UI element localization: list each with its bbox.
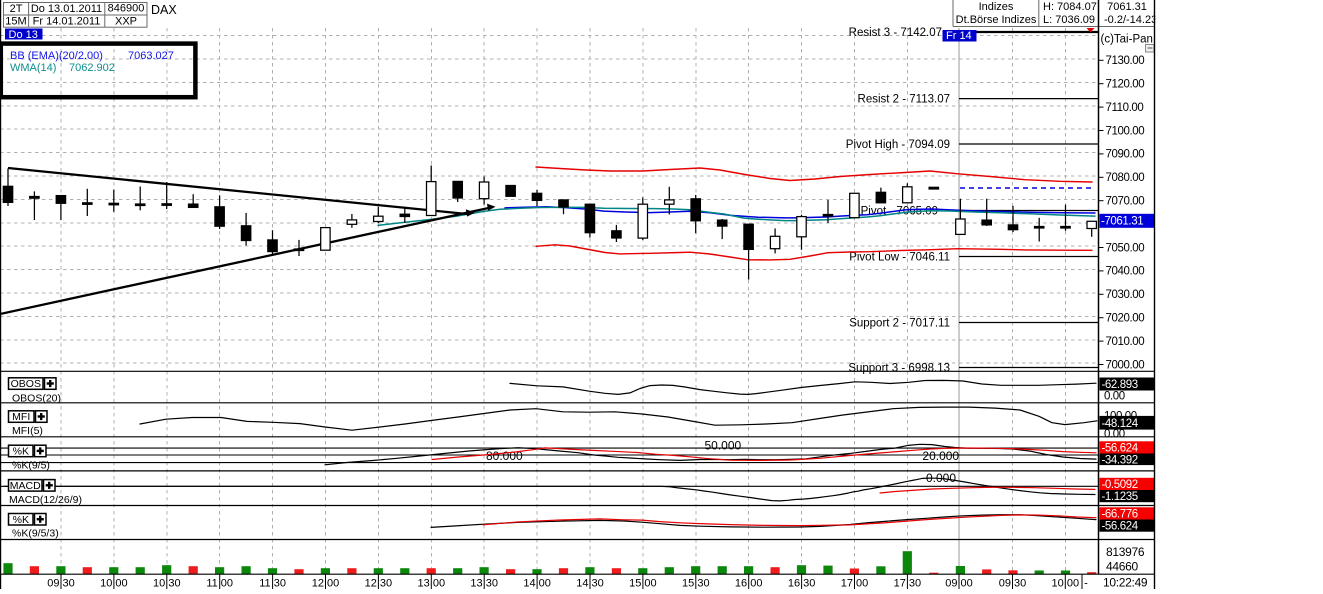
svg-text:20.000: 20.000 (922, 449, 959, 463)
svg-text:Resist 3 - 7142.07: Resist 3 - 7142.07 (849, 27, 942, 39)
svg-text:-0.5092: -0.5092 (1102, 479, 1138, 491)
svg-text:2T: 2T (10, 3, 23, 15)
svg-text:DAX: DAX (151, 3, 177, 17)
svg-text:813976: 813976 (1106, 545, 1145, 559)
svg-text:0.00: 0.00 (1104, 429, 1125, 441)
svg-text:Support 3 - 6998.13: Support 3 - 6998.13 (848, 363, 950, 375)
svg-text:10 00: 10 00 (1052, 578, 1080, 590)
svg-text:MACD(12/26/9): MACD(12/26/9) (9, 494, 82, 506)
svg-text:7100.00: 7100.00 (1106, 125, 1145, 137)
svg-text:15 30: 15 30 (682, 578, 710, 590)
svg-text:10 30: 10 30 (153, 578, 181, 590)
svg-text:0.00: 0.00 (1104, 391, 1125, 403)
svg-text:-48.124: -48.124 (1102, 418, 1139, 430)
svg-text:OBOS: OBOS (11, 378, 41, 390)
svg-text:-7061.31: -7061.31 (1101, 216, 1143, 228)
svg-text:L: 7036.09: L: 7036.09 (1043, 14, 1095, 26)
svg-text:%K(9/5/3): %K(9/5/3) (12, 527, 59, 539)
svg-text:0.000: 0.000 (926, 471, 956, 485)
svg-text:%K(9/5): %K(9/5) (12, 459, 50, 471)
svg-text:7020.00: 7020.00 (1106, 313, 1145, 325)
svg-text:Indizes: Indizes (979, 1, 1014, 13)
svg-text:BB (EMA)(20/2.00): BB (EMA)(20/2.00) (10, 50, 103, 62)
svg-text:7110.00: 7110.00 (1106, 102, 1144, 114)
svg-text:09 30: 09 30 (47, 578, 75, 590)
svg-text:13 30: 13 30 (470, 578, 498, 590)
svg-text:Resist 2 - 7113.07: Resist 2 - 7113.07 (858, 94, 950, 106)
svg-text:WMA(14): WMA(14) (10, 62, 56, 74)
svg-text:7000.00: 7000.00 (1106, 359, 1145, 371)
svg-text:(c)Tai-Pan: (c)Tai-Pan (1101, 34, 1153, 46)
svg-text:Dt.Börse Indizes: Dt.Börse Indizes (956, 14, 1037, 26)
svg-text:80.000: 80.000 (486, 449, 523, 463)
svg-text:-62.893: -62.893 (1102, 379, 1138, 391)
svg-text:12 00: 12 00 (312, 578, 340, 590)
svg-text:10 00: 10 00 (100, 578, 128, 590)
svg-text:-66.776: -66.776 (1102, 508, 1138, 520)
svg-text:09 00: 09 00 (945, 578, 973, 590)
svg-text:11 30: 11 30 (259, 578, 286, 590)
svg-text:7070.00: 7070.00 (1106, 196, 1145, 208)
svg-text:-34.392: -34.392 (1102, 454, 1138, 466)
svg-text:H: 7084.07: H: 7084.07 (1043, 1, 1097, 13)
svg-text:%K: %K (13, 514, 29, 526)
svg-text:7062.902: 7062.902 (69, 62, 115, 74)
svg-text:7040.00: 7040.00 (1106, 266, 1145, 278)
svg-text:Do 13.01.2011: Do 13.01.2011 (31, 3, 102, 15)
svg-text:17 00: 17 00 (841, 578, 869, 590)
svg-text:Support 2 - 7017.11: Support 2 - 7017.11 (849, 318, 950, 330)
svg-text:Pivot - 7065.09: Pivot - 7065.09 (861, 206, 938, 218)
svg-text:11 00: 11 00 (206, 578, 233, 590)
svg-text:MFI: MFI (12, 411, 30, 423)
svg-text:7080.00: 7080.00 (1106, 172, 1145, 184)
svg-text:MFI(5): MFI(5) (12, 425, 43, 437)
svg-text:15 00: 15 00 (629, 578, 657, 590)
svg-text:7050.00: 7050.00 (1106, 242, 1145, 254)
svg-text:09 30: 09 30 (999, 578, 1027, 590)
svg-text:10:22:49: 10:22:49 (1103, 576, 1148, 590)
svg-text:16 00: 16 00 (735, 578, 763, 590)
svg-text:50.000: 50.000 (705, 439, 742, 453)
svg-text:OBOS(20): OBOS(20) (12, 393, 61, 405)
svg-text:13 00: 13 00 (418, 578, 446, 590)
svg-text:Do 13: Do 13 (9, 29, 38, 41)
svg-text:-56.624: -56.624 (1102, 521, 1139, 533)
svg-text:846900: 846900 (108, 3, 145, 15)
svg-text:Fr 14.01.2011: Fr 14.01.2011 (33, 16, 101, 28)
svg-text:7120.00: 7120.00 (1106, 79, 1145, 91)
svg-text:-0.2/-14.23: -0.2/-14.23 (1104, 14, 1157, 26)
svg-text:-1.1235: -1.1235 (1102, 491, 1138, 503)
svg-text:16 30: 16 30 (788, 578, 816, 590)
svg-text:-: - (1084, 578, 1088, 590)
svg-text:7130.00: 7130.00 (1106, 55, 1145, 67)
svg-text:XXP: XXP (115, 16, 137, 28)
svg-text:7090.00: 7090.00 (1106, 149, 1145, 161)
svg-text:15M: 15M (5, 16, 26, 28)
svg-text:12 30: 12 30 (365, 578, 393, 590)
svg-text:Pivot High - 7094.09: Pivot High - 7094.09 (846, 139, 950, 151)
svg-text:7063.027: 7063.027 (128, 50, 174, 62)
svg-text:MACD: MACD (10, 480, 41, 492)
svg-text:14 30: 14 30 (576, 578, 604, 590)
svg-text:7010.00: 7010.00 (1106, 336, 1145, 348)
svg-text:14 00: 14 00 (523, 578, 551, 590)
svg-text:Pivot Low - 7046.11: Pivot Low - 7046.11 (849, 252, 950, 264)
svg-text:%K: %K (13, 446, 29, 458)
svg-text:17 30: 17 30 (894, 578, 922, 590)
svg-text:Fr 14: Fr 14 (946, 30, 972, 42)
svg-text:-56.624: -56.624 (1102, 442, 1139, 454)
svg-text:7030.00: 7030.00 (1106, 289, 1145, 301)
svg-text:7061.31: 7061.31 (1107, 1, 1147, 13)
svg-text:44660: 44660 (1106, 560, 1138, 574)
